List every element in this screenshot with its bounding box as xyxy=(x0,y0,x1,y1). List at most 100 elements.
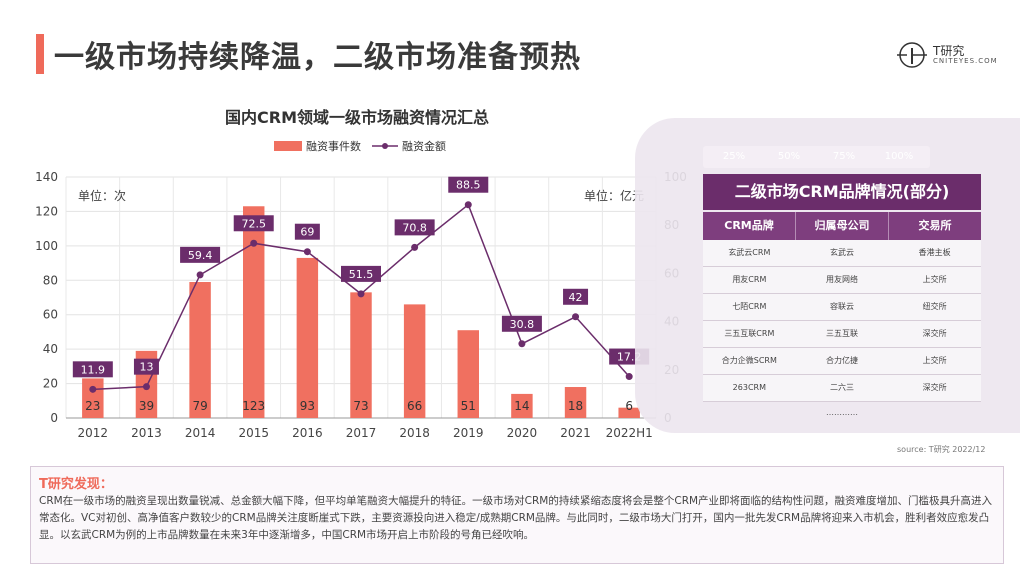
amount-point xyxy=(357,290,365,298)
brand-table: 二级市场CRM品牌情况(部分) CRM品牌 归属母公司 交易所 玄武云CRM 玄… xyxy=(703,174,981,428)
cell-exchange: 香港主板 xyxy=(918,248,951,257)
amount-label-box xyxy=(72,361,113,378)
cell-parent: 二六三 xyxy=(830,383,854,392)
bar xyxy=(350,292,372,418)
bar xyxy=(403,304,426,418)
amount-point xyxy=(411,243,419,251)
bar-value-label: 66 xyxy=(407,399,422,413)
table-row: 263CRM 二六三 深交所 xyxy=(703,375,981,402)
bar xyxy=(189,282,211,418)
amount-label-box xyxy=(448,176,489,193)
header-parent: 归属母公司 xyxy=(796,212,889,240)
cell-parent: 玄武云 xyxy=(830,248,854,257)
amount-label-box xyxy=(233,215,274,232)
table-row: 玄武云CRM 玄武云 香港主板 xyxy=(703,240,981,267)
cell-brand: 玄武云CRM xyxy=(728,248,771,257)
table-title: 二级市场CRM品牌情况(部分) xyxy=(703,174,981,210)
cell-brand: 合力企微SCRM xyxy=(721,356,777,365)
amount-label-box xyxy=(563,288,589,305)
deco-pill: 75% xyxy=(813,146,875,168)
x-tick-label: 2015 xyxy=(238,426,269,440)
amount-point xyxy=(625,373,633,381)
right-axis-label: 单位：亿元 xyxy=(584,188,644,203)
cell-brand: 263CRM xyxy=(732,383,766,392)
legend-bar-label: 融资事件数 xyxy=(306,140,361,153)
x-tick-label: 2018 xyxy=(399,426,430,440)
bar xyxy=(618,407,640,418)
table-row: 用友CRM 用友网络 上交所 xyxy=(703,267,981,294)
amount-value-label: 69 xyxy=(300,226,314,239)
amount-value-label: 13 xyxy=(139,361,153,374)
amount-label-box xyxy=(501,315,542,332)
logo-name: T研究 xyxy=(933,44,965,58)
legend-bar-swatch xyxy=(274,141,302,151)
cell-exchange: 深交所 xyxy=(922,383,947,392)
logo-mark-icon xyxy=(897,42,927,68)
cell-parent: 三五互联 xyxy=(826,329,858,338)
amount-label-box xyxy=(133,358,159,375)
deco-pill: 25% xyxy=(703,146,765,168)
table-row: 合力企微SCRM 合力亿捷 上交所 xyxy=(703,348,981,375)
financing-chart: 020406080100120140020406080100单位：次单位：亿元2… xyxy=(35,139,687,440)
amount-point xyxy=(518,340,526,348)
cell-brand: 三五互联CRM xyxy=(724,329,775,338)
cell-exchange: 深交所 xyxy=(922,329,947,338)
cell-exchange: 纽交所 xyxy=(922,302,947,311)
left-tick-label: 0 xyxy=(50,411,58,425)
left-tick-label: 140 xyxy=(35,170,58,184)
legend-line-marker xyxy=(382,143,388,149)
x-tick-label: 2022H1 xyxy=(606,426,653,440)
bar xyxy=(296,257,319,418)
left-tick-label: 100 xyxy=(35,239,58,253)
bar-value-label: 18 xyxy=(568,399,583,413)
left-tick-label: 120 xyxy=(35,204,58,218)
finding-text: CRM在一级市场的融资呈现出数量锐减、总金额大幅下降，但平均单笔融资大幅提升的特… xyxy=(39,495,993,541)
x-tick-label: 2021 xyxy=(560,426,591,440)
left-tick-label: 80 xyxy=(43,273,58,287)
left-tick-label: 40 xyxy=(43,342,58,356)
finding-title: T研究发现： xyxy=(39,477,113,492)
amount-value-label: 42 xyxy=(569,291,583,304)
amount-value-label: 59.4 xyxy=(188,249,213,262)
x-tick-label: 2012 xyxy=(78,426,109,440)
left-tick-label: 20 xyxy=(43,377,58,391)
table-row: 三五互联CRM 三五互联 深交所 xyxy=(703,321,981,348)
brand-logo: T研究 CNITEYES.COM xyxy=(897,40,1007,72)
amount-point xyxy=(142,383,150,391)
cell-parent: 合力亿捷 xyxy=(826,356,858,365)
source-note: source: T研究 2022/12 xyxy=(897,445,986,454)
title-accent-bar xyxy=(36,34,44,74)
amount-point xyxy=(89,385,97,393)
amount-value-label: 70.8 xyxy=(402,221,427,234)
cell-parent: 用友网络 xyxy=(826,275,858,284)
deco-pill: 50% xyxy=(758,146,820,168)
header-exchange: 交易所 xyxy=(918,219,952,232)
bar xyxy=(511,393,533,418)
logo-subtitle: CNITEYES.COM xyxy=(933,57,998,65)
amount-point xyxy=(572,313,580,321)
x-tick-label: 2017 xyxy=(346,426,377,440)
amount-value-label: 11.9 xyxy=(81,363,106,376)
page-title: 一级市场持续降温，二级市场准备预热 xyxy=(54,40,581,75)
left-tick-label: 60 xyxy=(43,308,58,322)
bar-value-label: 73 xyxy=(353,399,368,413)
amount-value-label: 51.5 xyxy=(349,268,374,281)
bar-value-label: 51 xyxy=(461,399,476,413)
amount-label-box xyxy=(341,265,381,282)
x-tick-label: 2016 xyxy=(292,426,323,440)
finding-box: T研究发现： CRM在一级市场的融资呈现出数量锐减、总金额大幅下降，但平均单笔融… xyxy=(30,466,1004,564)
cell-brand: 七陌CRM xyxy=(732,302,767,311)
bar-value-label: 23 xyxy=(85,399,100,413)
amount-point xyxy=(250,239,258,247)
bar-value-label: 123 xyxy=(242,399,265,413)
cell-exchange: 上交所 xyxy=(922,275,947,284)
table-header: CRM品牌 归属母公司 交易所 xyxy=(703,212,981,240)
deco-pill: 100% xyxy=(868,146,930,168)
amount-value-label: 72.5 xyxy=(241,217,266,230)
bar xyxy=(564,387,587,418)
bar-value-label: 93 xyxy=(300,399,315,413)
x-tick-label: 2014 xyxy=(185,426,216,440)
cell-parent: 容联云 xyxy=(830,302,854,311)
x-tick-label: 2013 xyxy=(131,426,162,440)
cell-exchange: 上交所 xyxy=(922,356,947,365)
